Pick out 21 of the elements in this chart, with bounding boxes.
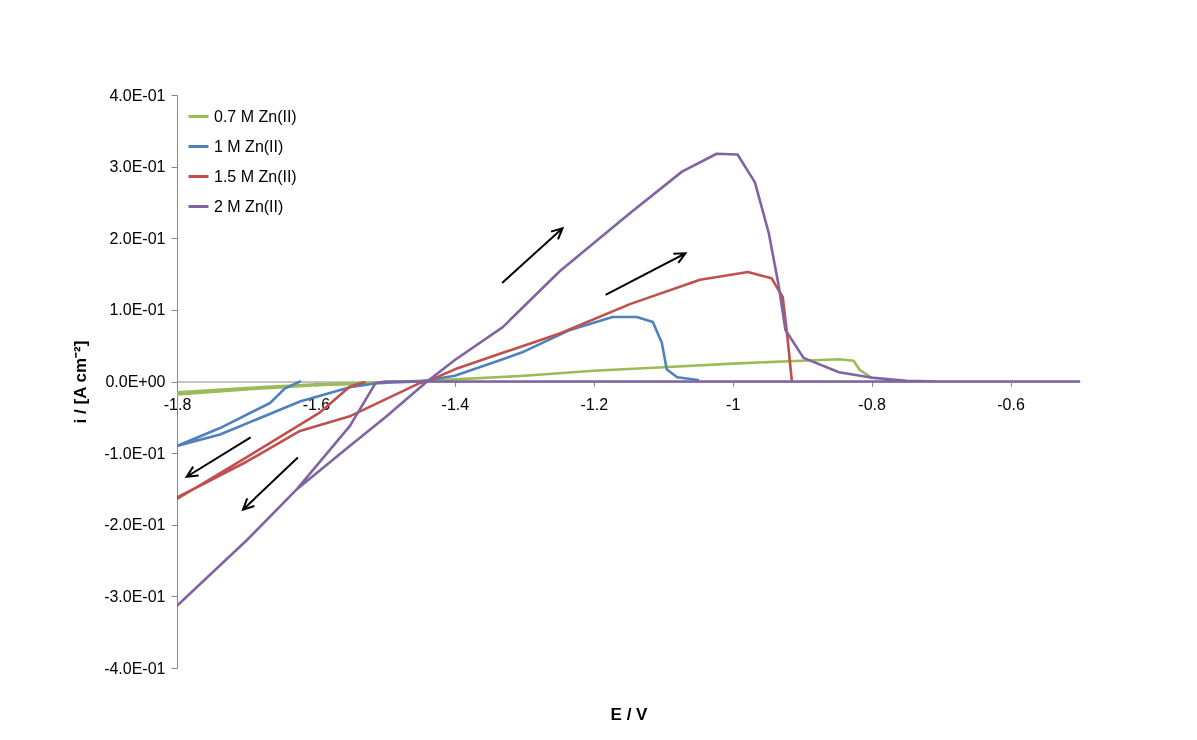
x-tick-label: -0.8 [858, 396, 886, 413]
y-tick-label: -1.0E-01 [104, 444, 166, 462]
y-tick-label: 2.0E-01 [109, 229, 166, 247]
x-tick-label: -1 [726, 396, 741, 413]
legend-label: 1 M Zn(II) [214, 137, 284, 155]
x-tick-label: -1.2 [580, 396, 609, 413]
y-axis-title: i / [A cm⁻²] [71, 340, 91, 424]
y-tick-label: -4.0E-01 [104, 659, 166, 677]
y-tick-label: 1.0E-01 [109, 301, 166, 319]
x-tick-label: -1.4 [441, 396, 470, 413]
y-tick-label: -2.0E-01 [104, 516, 166, 534]
y-tick-label: -3.0E-01 [104, 587, 166, 605]
legend-label: 0.7 M Zn(II) [214, 107, 297, 125]
legend-label: 2 M Zn(II) [214, 197, 284, 215]
y-tick-label: 3.0E-01 [109, 158, 166, 176]
x-tick-label: -1.8 [163, 396, 192, 413]
legend-label: 1.5 M Zn(II) [214, 167, 297, 185]
x-tick-label: -0.6 [997, 396, 1025, 413]
y-tick-label: 4.0E-01 [109, 86, 166, 104]
y-tick-label: 0.0E+00 [105, 373, 166, 390]
x-axis-title: E / V [610, 704, 649, 724]
